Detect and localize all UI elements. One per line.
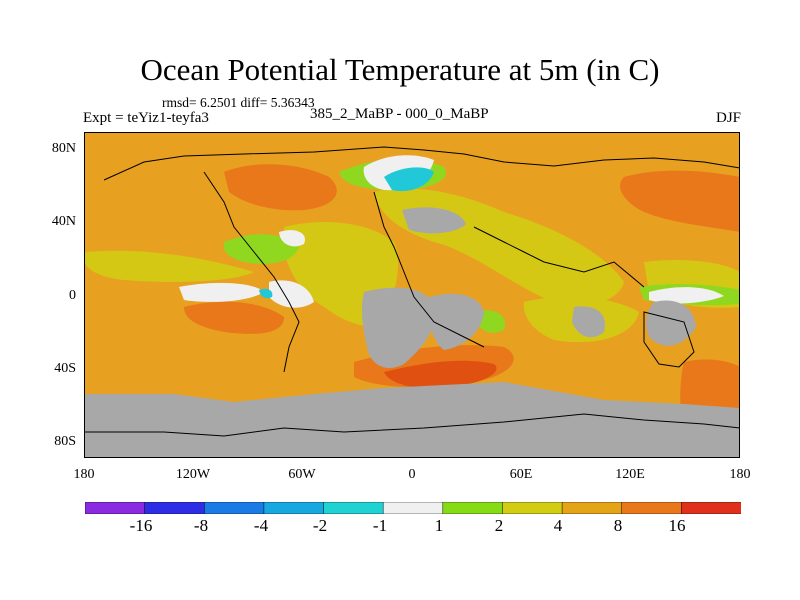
- land-north-block: [402, 207, 466, 234]
- lon-label-120w: 120W: [175, 467, 211, 482]
- lat-label-40n: 40N: [51, 214, 76, 229]
- colorbar-segment: [621, 502, 683, 514]
- anomaly-region-white-east: [649, 287, 724, 304]
- coastline-asia: [473, 226, 645, 288]
- colorbar-label: 2: [494, 516, 504, 535]
- lat-label-80n: 80N: [51, 141, 76, 156]
- anomaly-region-cyan-north: [384, 167, 434, 192]
- colorbar-segment: [442, 502, 504, 514]
- colorbar-label: 16: [668, 516, 686, 535]
- colorbar-label: 1: [434, 516, 444, 535]
- colorbar-segment: [263, 502, 325, 514]
- colorbar-segment: [144, 502, 206, 514]
- anomaly-region-green-central: [223, 234, 299, 264]
- land-east-block: [646, 300, 696, 346]
- colorbar-segment: [502, 502, 563, 514]
- colorbar-label: 4: [553, 516, 563, 535]
- coastline-africa: [373, 191, 485, 348]
- anomaly-region-north-pacific: [224, 164, 337, 211]
- plot-title: Ocean Potential Temperature at 5m (in C): [140, 52, 660, 87]
- anomaly-region-south-pacific: [184, 301, 284, 334]
- lon-label-180e: 180: [729, 467, 751, 482]
- colorbar-segment: [681, 502, 741, 514]
- colorbar: [85, 502, 741, 514]
- colorbar-label: -16: [129, 516, 153, 535]
- colorbar-segment: [382, 502, 444, 514]
- colorbar-segment: [85, 502, 146, 514]
- stats-label: rmsd= 6.2501 diff= 5.36343: [162, 95, 315, 110]
- lat-label-0: 0: [69, 288, 76, 303]
- coastline-antarctica: [84, 413, 740, 437]
- coastline-north: [103, 146, 740, 181]
- colorbar-label: -1: [372, 516, 388, 535]
- anomaly-region-white-pacific: [279, 230, 305, 247]
- coastline-australia: [643, 311, 695, 368]
- lon-label-60e: 60E: [509, 467, 533, 482]
- lon-label-120e: 120E: [615, 467, 645, 482]
- lon-label-180w: 180: [73, 467, 95, 482]
- anomaly-region-cyan-tropics: [259, 288, 273, 299]
- anomaly-region-white-tropics-1: [179, 282, 264, 302]
- lat-label-80s: 80S: [54, 434, 76, 449]
- map-frame: [84, 132, 740, 458]
- lon-label-0: 0: [408, 467, 416, 482]
- colorbar-segment: [323, 502, 384, 514]
- colorbar-segment: [561, 502, 623, 514]
- coastline-americas: [203, 171, 300, 373]
- anomaly-region-hot-south: [384, 360, 497, 389]
- land-africa-south-america: [361, 287, 435, 368]
- land-antarctica: [84, 382, 740, 458]
- colorbar-label: 8: [613, 516, 623, 535]
- temperature-map: [84, 132, 740, 458]
- lat-label-40s: 40S: [54, 361, 76, 376]
- colorbar-label: -2: [312, 516, 328, 535]
- land-south-america-east: [428, 293, 484, 350]
- colorbar-label: -4: [253, 516, 269, 535]
- land-indian-block: [572, 306, 605, 338]
- anomaly-region-north-asia: [620, 170, 740, 232]
- colorbar-label: -8: [193, 516, 209, 535]
- anomaly-region-tropical-yellow: [84, 250, 254, 282]
- colorbar-segment: [204, 502, 265, 514]
- comparison-label: 385_2_MaBP - 000_0_MaBP: [310, 106, 489, 122]
- expt-label: Expt = teYiz1-teyfa3: [83, 110, 209, 126]
- lon-label-60w: 60W: [288, 467, 316, 482]
- season-label: DJF: [715, 110, 741, 126]
